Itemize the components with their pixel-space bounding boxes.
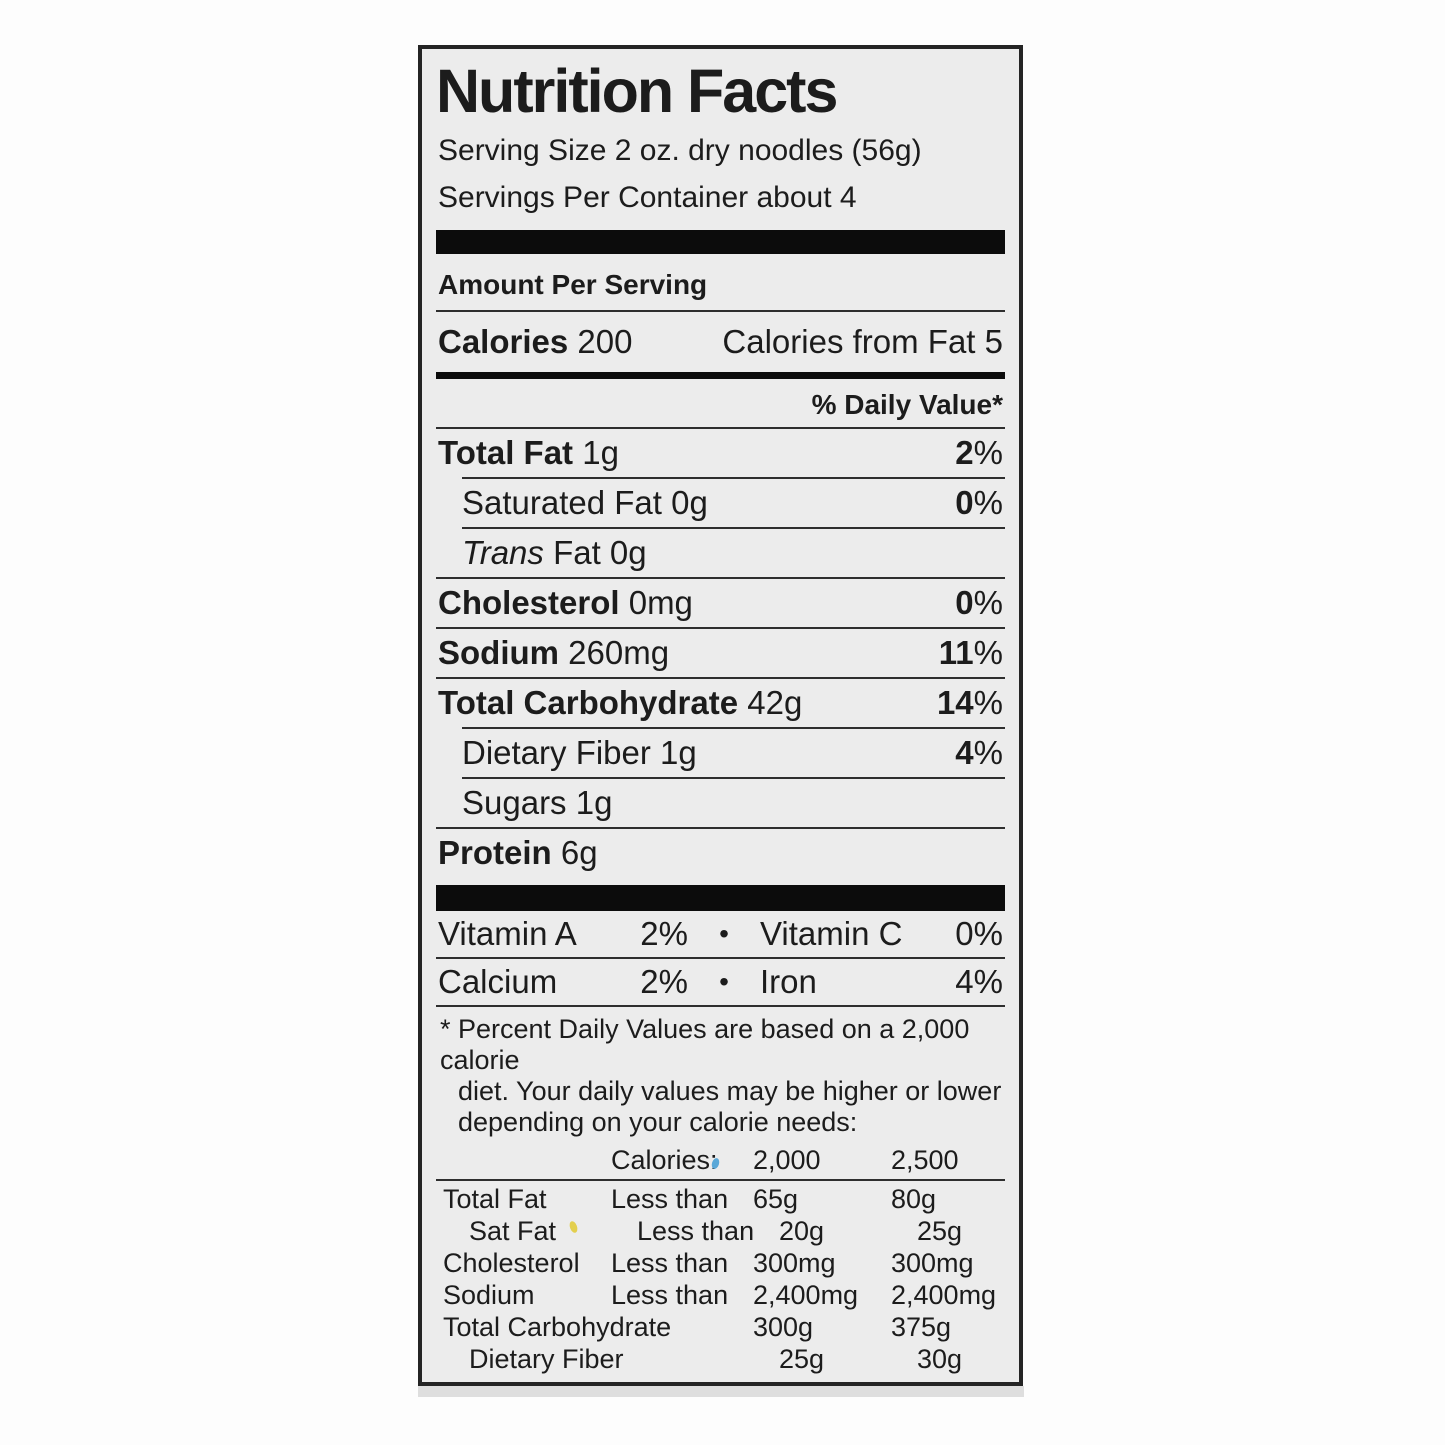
- nutrient-row-dietary-fiber: Dietary Fiber 1g 4%: [462, 734, 1003, 771]
- separator-bar-middle: [436, 885, 1005, 911]
- calories-row: Calories 200 Calories from Fat 5: [436, 312, 1005, 372]
- daily-value: 2%: [955, 434, 1003, 471]
- divider: [436, 957, 1005, 959]
- footnote-line: diet. Your daily values may be higher or…: [458, 1076, 1002, 1106]
- nutrient-row-cholesterol: Cholesterol 0mg 0%: [438, 584, 1003, 621]
- vitamin-a-value: 2%: [640, 915, 688, 952]
- calcium-value: 2%: [640, 963, 688, 1000]
- divider: [462, 477, 1005, 479]
- nutrition-facts-label: Nutrition Facts Serving Size 2 oz. dry n…: [418, 45, 1023, 1386]
- bullet-separator: •: [719, 966, 729, 997]
- nutrient-row-trans-fat: Trans Fat 0g: [462, 534, 647, 571]
- servings-per-container: Servings Per Container about 4: [438, 181, 857, 214]
- iron-label: Iron: [760, 963, 817, 1000]
- nutrient-row-protein: Protein 6g: [438, 834, 598, 871]
- daily-value: 0%: [955, 584, 1003, 621]
- divider: [436, 677, 1005, 679]
- table-row: Dietary Fiber 25g 30g: [469, 1344, 963, 1374]
- vitamin-c-value: 0%: [955, 915, 1003, 952]
- table-header-2000: 2,000: [753, 1145, 821, 1175]
- vitamins-row-a-c: Vitamin A 2% • Vitamin C 0%: [436, 911, 1005, 957]
- calories-from-fat: Calories from Fat 5: [722, 323, 1003, 360]
- daily-values-table: Calories: 2,000 2,500 Total Fat Less tha…: [436, 1144, 1005, 1375]
- label-title: Nutrition Facts: [436, 57, 838, 125]
- bullet-separator: •: [719, 918, 729, 949]
- table-row: Sodium Less than 2,400mg 2,400mg: [443, 1280, 997, 1310]
- amount-per-serving-heading: Amount Per Serving: [438, 269, 708, 300]
- divider: [436, 827, 1005, 829]
- divider: [436, 1179, 1005, 1181]
- nutrient-row-sugars: Sugars 1g: [462, 784, 613, 821]
- divider: [436, 1005, 1005, 1007]
- daily-value: 14%: [936, 684, 1003, 721]
- table-row: Cholesterol Less than 300mg 300mg: [443, 1248, 974, 1278]
- calories-value: Calories 200: [438, 323, 633, 360]
- table-row: Total Fat Less than 65g 80g: [443, 1184, 937, 1214]
- footnote: * Percent Daily Values are based on a 2,…: [436, 1007, 1005, 1141]
- label-shadow: [418, 1386, 1024, 1397]
- separator-bar-medium: [436, 372, 1005, 379]
- divider: [462, 777, 1005, 779]
- divider: [462, 527, 1005, 529]
- nutrient-row-saturated-fat: Saturated Fat 0g 0%: [462, 484, 1003, 521]
- nutrient-row-total-fat: Total Fat 1g 2%: [438, 434, 1003, 471]
- calcium-label: Calcium: [438, 963, 558, 1000]
- daily-value: 11%: [938, 634, 1003, 671]
- table-row: Sat Fat Less than 20g 25g: [469, 1216, 963, 1246]
- table-header-row: Calories: 2,000 2,500: [443, 1144, 1005, 1176]
- divider: [436, 627, 1005, 629]
- nutrient-row-sodium: Sodium 260mg 11%: [438, 634, 1003, 671]
- table-header-2500: 2,500: [891, 1145, 959, 1175]
- table-header-calories: Calories:: [611, 1145, 718, 1175]
- separator-bar-top: [436, 230, 1005, 254]
- footnote-line: * Percent Daily Values are based on a 2,…: [440, 1014, 970, 1075]
- divider: [436, 310, 1005, 312]
- divider: [462, 727, 1005, 729]
- vitamin-a-label: Vitamin A: [438, 915, 577, 952]
- serving-size: Serving Size 2 oz. dry noodles (56g): [438, 134, 922, 167]
- iron-value: 4%: [955, 963, 1003, 1000]
- daily-value-header: % Daily Value*: [811, 389, 1003, 420]
- divider: [436, 577, 1005, 579]
- daily-value: 4%: [955, 734, 1003, 771]
- divider: [436, 427, 1005, 429]
- nutrient-row-total-carbohydrate: Total Carbohydrate 42g 14%: [438, 684, 1003, 721]
- vitamins-row-calcium-iron: Calcium 2% • Iron 4%: [436, 959, 1005, 1005]
- daily-value: 0%: [955, 484, 1003, 521]
- table-row: Total Carbohydrate 300g 375g: [443, 1312, 952, 1342]
- footnote-line: depending on your calorie needs:: [458, 1107, 858, 1137]
- vitamin-c-label: Vitamin C: [760, 915, 903, 952]
